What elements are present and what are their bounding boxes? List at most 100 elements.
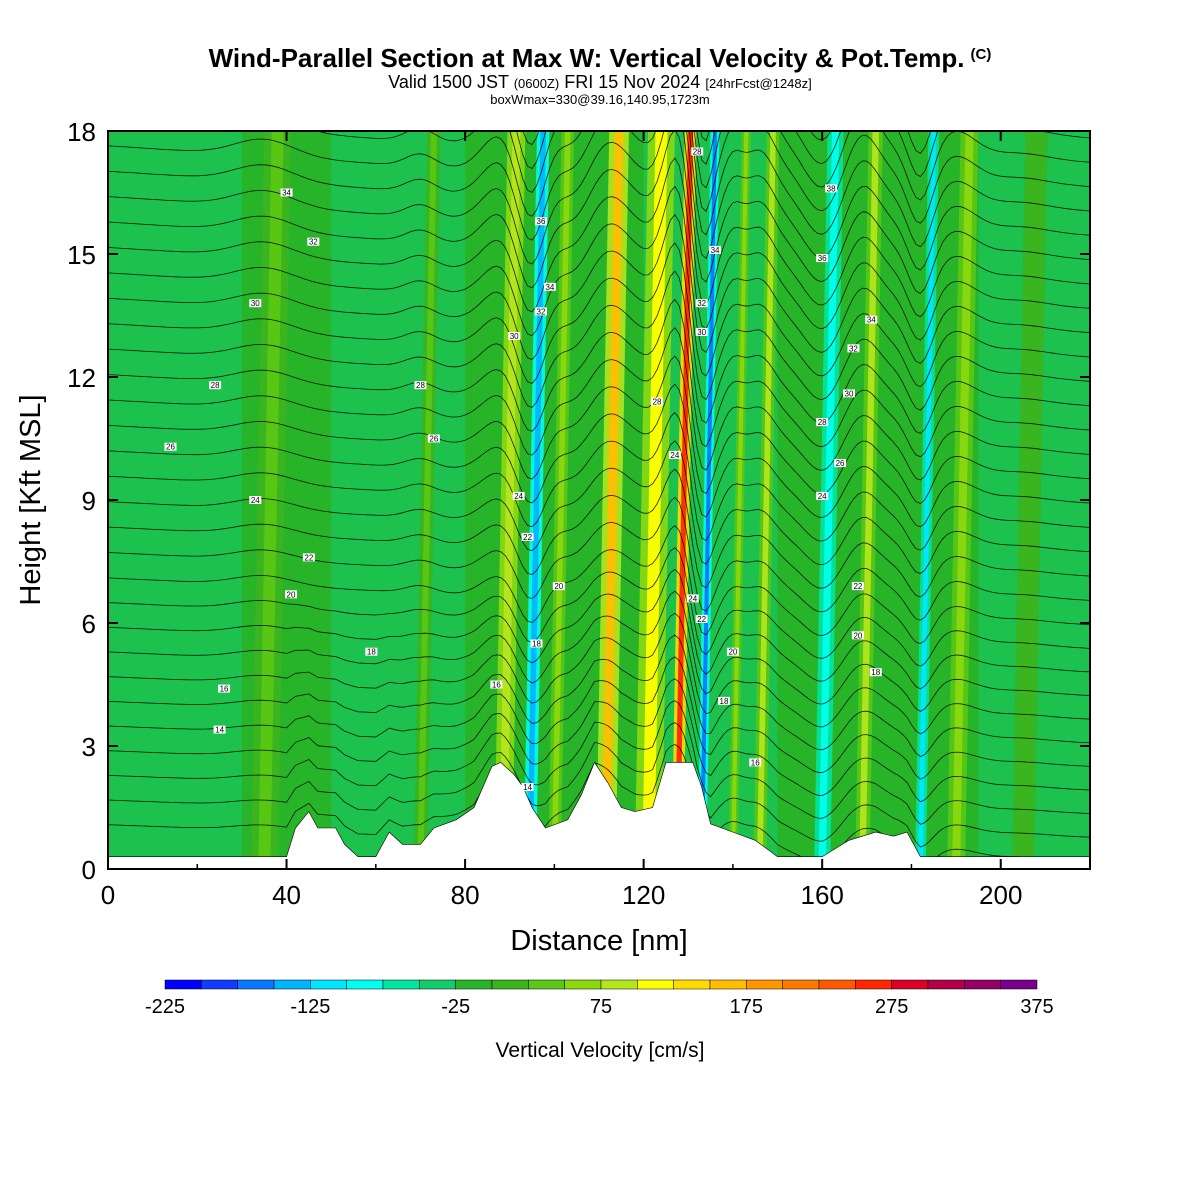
svg-text:32: 32: [697, 299, 706, 308]
colorbar-label: 275: [875, 996, 908, 1018]
svg-text:26: 26: [836, 459, 845, 468]
svg-text:24: 24: [818, 492, 827, 501]
x-tick-label: 0: [101, 880, 115, 910]
cross-section-chart: 34 32 30 28 26 24 22 20 18 16 14 28 26 36 34 32 30 24 22 20…: [0, 0, 1200, 1200]
colorbar-label: -225: [145, 996, 185, 1018]
contour-label: 24: [816, 492, 828, 501]
contour-label: 22: [852, 582, 864, 591]
svg-text:24: 24: [670, 451, 679, 460]
svg-text:24: 24: [514, 492, 523, 501]
contour-label: 20: [553, 582, 565, 591]
colorbar-swatch: [964, 980, 1000, 989]
colorbar-swatch: [165, 980, 201, 989]
contour-label: 26: [428, 435, 440, 444]
svg-text:34: 34: [545, 283, 554, 292]
colorbar-swatch: [238, 980, 274, 989]
svg-text:18: 18: [532, 640, 541, 649]
contour-label: 20: [285, 590, 297, 599]
contour-label: 28: [816, 418, 828, 427]
svg-text:36: 36: [818, 254, 827, 263]
colorbar-swatch: [456, 980, 492, 989]
contour-label: 32: [535, 307, 547, 316]
contour-label: 34: [709, 246, 721, 255]
svg-text:18: 18: [720, 697, 729, 706]
svg-text:36: 36: [537, 217, 546, 226]
contour-label: 28: [691, 148, 703, 157]
contour-label: 18: [531, 640, 543, 649]
svg-text:30: 30: [251, 299, 260, 308]
contour-label: 20: [852, 631, 864, 640]
contour-label: 26: [834, 459, 846, 468]
contour-label: 20: [727, 648, 739, 657]
svg-text:24: 24: [688, 594, 697, 603]
contour-label: 32: [847, 344, 859, 353]
svg-text:16: 16: [220, 685, 229, 694]
contour-label: 14: [522, 783, 534, 792]
svg-text:24: 24: [251, 496, 260, 505]
svg-text:26: 26: [429, 435, 438, 444]
contour-label: 36: [816, 254, 828, 263]
colorbar-swatch: [855, 980, 891, 989]
colorbar-swatch: [492, 980, 528, 989]
contour-label: 30: [508, 332, 520, 341]
contour-label: 30: [249, 299, 261, 308]
y-tick-label: 6: [82, 609, 96, 639]
contour-label: 18: [365, 648, 377, 657]
contour-label: 34: [281, 189, 293, 198]
contour-label: 28: [414, 381, 426, 390]
colorbar-swatch: [637, 980, 673, 989]
colorbar-swatch: [419, 980, 455, 989]
colorbar-swatch: [310, 980, 346, 989]
contour-label: 28: [209, 381, 221, 390]
colorbar-swatch: [928, 980, 964, 989]
svg-text:38: 38: [827, 184, 836, 193]
svg-text:16: 16: [751, 758, 760, 767]
svg-text:28: 28: [693, 148, 702, 157]
field-background: [331, 131, 465, 869]
svg-text:20: 20: [287, 590, 296, 599]
colorbar: -225 -125 -25 75 175 275 375: [145, 980, 1054, 1018]
y-tick-label: 9: [82, 486, 96, 516]
svg-text:30: 30: [510, 332, 519, 341]
contour-label: 22: [522, 533, 534, 542]
svg-text:20: 20: [853, 631, 862, 640]
svg-text:34: 34: [867, 316, 876, 325]
contour-label: 32: [696, 299, 708, 308]
contour-label: 34: [544, 283, 556, 292]
svg-text:28: 28: [653, 398, 662, 407]
contour-label: 28: [651, 398, 663, 407]
svg-text:20: 20: [728, 648, 737, 657]
contour-label: 22: [696, 615, 708, 624]
svg-text:18: 18: [871, 668, 880, 677]
colorbar-label: 375: [1020, 996, 1053, 1018]
contour-label: 30: [843, 389, 855, 398]
colorbar-swatch: [746, 980, 782, 989]
contour-label: 38: [825, 184, 837, 193]
contour-label: 16: [218, 685, 230, 694]
contour-label: 24: [669, 451, 681, 460]
contour-label: 34: [865, 316, 877, 325]
svg-text:30: 30: [697, 328, 706, 337]
colorbar-label: 175: [730, 996, 763, 1018]
colorbar-swatch: [201, 980, 237, 989]
colorbar-swatch: [528, 980, 564, 989]
svg-text:22: 22: [697, 615, 706, 624]
contour-label: 30: [696, 328, 708, 337]
svg-text:22: 22: [853, 582, 862, 591]
svg-text:18: 18: [367, 648, 376, 657]
x-tick-label: 160: [800, 880, 843, 910]
y-tick-label: 12: [67, 363, 96, 393]
colorbar-label: 75: [590, 996, 612, 1018]
colorbar-swatch: [1001, 980, 1037, 989]
x-tick-label: 40: [272, 880, 301, 910]
svg-text:32: 32: [849, 344, 858, 353]
contour-label: 18: [870, 668, 882, 677]
svg-text:14: 14: [523, 783, 532, 792]
colorbar-swatch: [674, 980, 710, 989]
svg-text:32: 32: [537, 307, 546, 316]
svg-text:28: 28: [211, 381, 220, 390]
svg-text:28: 28: [416, 381, 425, 390]
colorbar-title: Vertical Velocity [cm/s]: [496, 1039, 705, 1062]
contour-label: 36: [535, 217, 547, 226]
colorbar-swatch: [565, 980, 601, 989]
